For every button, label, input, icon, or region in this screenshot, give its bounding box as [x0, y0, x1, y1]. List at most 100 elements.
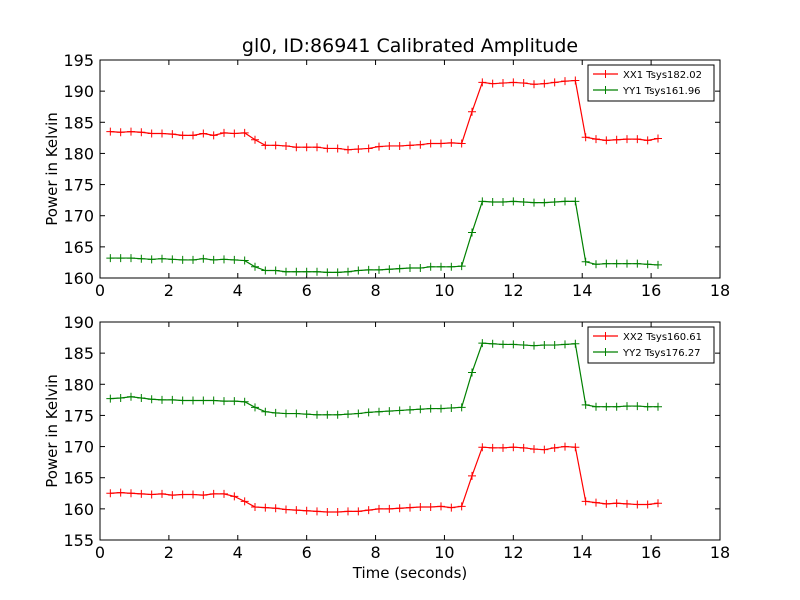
data-point	[437, 262, 445, 271]
data-point	[271, 504, 280, 513]
data-point	[333, 507, 342, 516]
y-tick-label: 160	[63, 500, 94, 519]
data-point	[457, 262, 466, 271]
y-tick-label: 185	[63, 113, 94, 132]
data-point	[633, 500, 642, 509]
data-point	[209, 489, 218, 498]
legend: XX1 Tsys182.02 YY1 Tsys161.96	[587, 64, 715, 102]
data-point	[550, 341, 559, 350]
data-point	[612, 135, 621, 144]
x-tick-label: 14	[572, 543, 592, 562]
data-point	[292, 143, 301, 152]
data-point	[468, 107, 476, 116]
data-point	[127, 489, 135, 498]
data-point	[106, 127, 115, 136]
data-point	[426, 262, 435, 271]
data-point	[354, 145, 363, 154]
data-point	[633, 259, 642, 268]
x-tick-label: 0	[95, 281, 105, 300]
data-point	[561, 442, 569, 451]
data-point	[478, 443, 487, 452]
data-point	[426, 502, 435, 511]
data-point	[406, 264, 414, 273]
data-point	[127, 254, 135, 263]
data-point	[385, 265, 394, 274]
y-tick-label: 165	[63, 238, 94, 257]
data-point	[488, 443, 497, 452]
figure-title: gl0, ID:86941 Calibrated Amplitude	[242, 35, 578, 57]
data-point	[519, 79, 528, 88]
data-point	[643, 402, 652, 411]
data-point	[230, 397, 239, 406]
data-point	[468, 471, 476, 480]
data-point	[488, 198, 497, 207]
data-point	[313, 143, 321, 152]
data-point	[499, 79, 507, 88]
data-point	[385, 504, 394, 513]
data-point	[623, 402, 631, 411]
x-tick-label: 18	[710, 281, 730, 300]
data-point	[323, 144, 332, 153]
data-point	[416, 405, 425, 414]
data-point	[127, 127, 135, 136]
data-point	[220, 397, 228, 406]
data-point	[354, 507, 363, 516]
data-point	[178, 255, 187, 264]
y-tick-label: 155	[63, 531, 94, 550]
y-tick-label: 195	[63, 51, 94, 70]
legend-box	[587, 64, 715, 102]
data-point	[251, 502, 259, 511]
data-point	[230, 492, 239, 501]
data-point	[478, 339, 487, 348]
legend-marker	[601, 348, 610, 356]
data-point	[395, 406, 404, 415]
data-point	[168, 395, 177, 404]
data-point	[199, 129, 208, 138]
data-point	[654, 134, 662, 143]
data-point	[302, 267, 311, 276]
data-point	[623, 499, 631, 508]
data-point	[364, 144, 373, 153]
data-point	[581, 497, 590, 506]
data-point	[406, 405, 414, 414]
data-point	[158, 129, 166, 138]
data-point	[251, 262, 259, 271]
data-point	[385, 141, 394, 150]
data-point	[406, 141, 414, 150]
data-point	[323, 507, 332, 516]
data-point	[364, 408, 373, 417]
data-point	[540, 445, 549, 454]
x-tick-label: 14	[572, 281, 592, 300]
data-point	[488, 79, 497, 88]
data-point	[209, 396, 218, 405]
data-point	[519, 198, 528, 207]
data-point	[530, 198, 538, 207]
data-point	[230, 129, 239, 138]
legend-label: XX2 Tsys160.61	[623, 332, 702, 343]
data-point	[106, 394, 115, 403]
data-point	[199, 491, 208, 500]
data-point	[158, 254, 166, 263]
y-tick-label: 180	[63, 144, 94, 163]
data-point	[530, 80, 538, 89]
data-point	[271, 141, 280, 150]
data-point	[209, 131, 218, 140]
data-point	[447, 138, 456, 147]
data-point	[323, 268, 332, 277]
data-point	[240, 497, 249, 506]
data-point	[416, 502, 425, 511]
data-point	[602, 402, 611, 411]
data-point	[240, 397, 249, 406]
data-point	[612, 499, 621, 508]
data-point	[457, 139, 466, 148]
data-point	[375, 407, 383, 416]
data-point	[530, 445, 538, 454]
data-point	[509, 78, 518, 87]
data-point	[302, 143, 311, 152]
data-point	[282, 409, 290, 418]
data-point	[230, 255, 239, 264]
x-tick-label: 2	[164, 543, 174, 562]
y-tick-label: 160	[63, 269, 94, 288]
data-point	[240, 128, 249, 137]
data-point	[344, 507, 352, 516]
